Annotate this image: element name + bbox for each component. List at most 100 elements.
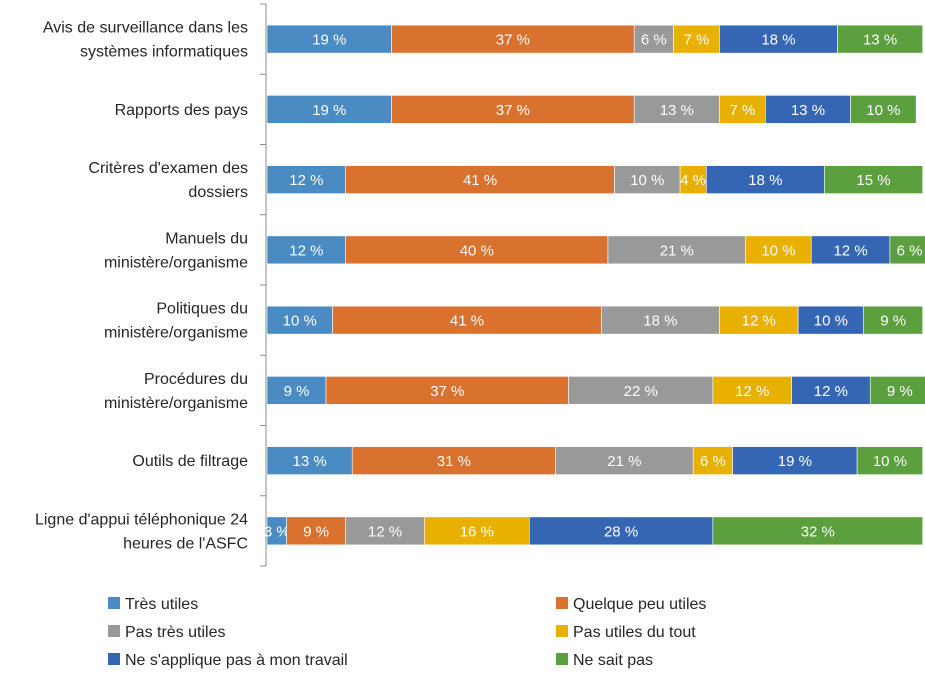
- bar-segment: [607, 235, 746, 265]
- category-label: Manuels du ministère/organisme: [104, 230, 248, 271]
- bar-segment: [266, 446, 353, 475]
- bars: 19 % 37 % 6 % 7 % 18 % 13 % 19 % 37 % 13 % 7 % 13 …: [264, 24, 925, 546]
- legend-swatch: [556, 653, 568, 665]
- legend-swatch: [108, 625, 120, 637]
- legend-item: Quelque peu utiles: [556, 596, 706, 613]
- bar-segment: [266, 95, 392, 124]
- category-label: Politiques du ministère/organisme: [104, 301, 248, 342]
- bar-segment: [633, 24, 674, 54]
- category-label-line: ministère/organisme: [104, 254, 248, 271]
- category-label: Procédures du ministère/organisme: [104, 371, 248, 412]
- bar-segment: [528, 516, 714, 546]
- data-label: 18 %: [748, 172, 782, 189]
- data-label: 41 %: [463, 172, 497, 189]
- legend: Très utiles Quelque peu utiles Pas très ut…: [108, 596, 706, 669]
- category-label-line: Rapports des pays: [115, 102, 248, 119]
- bar-segment: [266, 235, 346, 265]
- bar-segment: [614, 165, 681, 194]
- data-label: 10 %: [630, 172, 664, 189]
- bar-segment: [673, 24, 720, 54]
- category-label: Outils de filtrage: [132, 453, 248, 470]
- category-label: Rapports des pays: [115, 102, 248, 119]
- data-label: 9 %: [880, 313, 906, 330]
- data-label: 12 %: [814, 383, 848, 400]
- bar-segment: [856, 446, 924, 475]
- data-label: 19 %: [312, 32, 346, 49]
- category-label: Ligne d'appui téléphonique 24 heures de l…: [35, 511, 248, 552]
- bar-segment: [351, 446, 556, 475]
- data-label: 12 %: [289, 172, 323, 189]
- bar-segment: [765, 95, 851, 124]
- bar-segment: [732, 446, 858, 475]
- legend-swatch: [556, 625, 568, 637]
- legend-label: Pas utiles du tout: [573, 624, 696, 641]
- legend-item: Pas très utiles: [108, 624, 225, 641]
- data-label: 13 %: [791, 102, 825, 119]
- category-labels: Avis de surveillance dans les systèmes in…: [35, 20, 248, 553]
- bar-segment: [706, 165, 825, 194]
- bar-segment: [601, 305, 720, 335]
- data-label: 21 %: [607, 453, 641, 470]
- legend-label: Quelque peu utiles: [573, 596, 706, 613]
- category-label: Critères d'examen des dossiers: [88, 160, 248, 201]
- category-label-line: Manuels du: [165, 230, 248, 247]
- legend-item: Très utiles: [108, 596, 198, 613]
- bar-segment: [719, 24, 838, 54]
- bar-segment: [568, 376, 714, 405]
- data-label: 40 %: [460, 242, 494, 259]
- data-label: 13 %: [293, 453, 327, 470]
- data-label: 12 %: [833, 242, 867, 259]
- data-label: 18 %: [643, 313, 677, 330]
- data-label: 12 %: [368, 523, 402, 540]
- bar-segment: [869, 376, 925, 405]
- bar-segment: [837, 24, 924, 54]
- bar-segment: [797, 305, 864, 335]
- category-label-line: Politiques du: [156, 301, 248, 318]
- data-label: 10 %: [761, 242, 795, 259]
- bar-segment: [332, 305, 602, 335]
- bar-segment: [345, 235, 609, 265]
- category-label-line: ministère/organisme: [104, 395, 248, 412]
- category-label-line: heures de l'ASFC: [123, 535, 248, 552]
- bar-segment: [345, 165, 615, 194]
- data-label: 9 %: [887, 383, 913, 400]
- legend-label: Très utiles: [125, 596, 198, 613]
- category-label-line: Critères d'examen des: [88, 160, 248, 177]
- data-label: 10 %: [866, 102, 900, 119]
- legend-swatch: [556, 597, 568, 609]
- data-label: 22 %: [624, 383, 658, 400]
- bar-segment: [692, 446, 733, 475]
- bar-segment: [266, 165, 346, 194]
- data-label: 16 %: [460, 523, 494, 540]
- data-label: 6 %: [897, 242, 923, 259]
- legend-label: Ne sait pas: [573, 652, 653, 669]
- bar-segment: [791, 376, 871, 405]
- data-label: 7 %: [729, 102, 755, 119]
- legend-label: Pas très utiles: [125, 624, 225, 641]
- legend-swatch: [108, 597, 120, 609]
- bar-segment: [345, 516, 425, 546]
- data-label: 19 %: [312, 102, 346, 119]
- data-label: 12 %: [742, 313, 776, 330]
- bar-segment: [286, 516, 346, 546]
- bar-segment: [863, 305, 924, 335]
- data-label: 19 %: [778, 453, 812, 470]
- data-label: 6 %: [700, 453, 726, 470]
- data-label: 12 %: [289, 242, 323, 259]
- data-label: 10 %: [283, 313, 317, 330]
- data-label: 37 %: [496, 102, 530, 119]
- bar-segment: [424, 516, 530, 546]
- bar-segment: [712, 376, 792, 405]
- data-label: 37 %: [430, 383, 464, 400]
- legend-label: Ne s'applique pas à mon travail: [125, 652, 348, 669]
- bar-segment: [266, 305, 333, 335]
- data-label: 6 %: [641, 32, 667, 49]
- category-label-line: Procédures du: [144, 371, 248, 388]
- bar-segment: [719, 95, 766, 124]
- category-label-line: systèmes informatiques: [80, 44, 248, 61]
- legend-item: Pas utiles du tout: [556, 624, 696, 641]
- bar-segment: [889, 235, 925, 265]
- bar-segment: [391, 24, 635, 54]
- data-label: 21 %: [660, 242, 694, 259]
